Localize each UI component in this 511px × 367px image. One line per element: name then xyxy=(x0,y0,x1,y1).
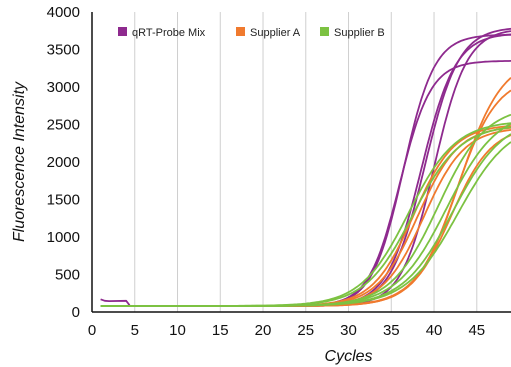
x-tick-label-45: 45 xyxy=(468,322,485,339)
curve-2-5 xyxy=(100,141,511,307)
legend-swatch-supplier-b xyxy=(320,27,329,36)
x-tick-label-5: 5 xyxy=(131,322,139,339)
y-tick-label-500: 500 xyxy=(55,267,80,284)
legend-label-supplier-a: Supplier A xyxy=(250,27,301,39)
legend-label-qrt-probe-mix: qRT-Probe Mix xyxy=(132,27,206,39)
x-tick-label-25: 25 xyxy=(297,322,314,339)
tick-labels: 0 5 10 15 20 25 30 35 40 45 0 500 1000 1500 2000 2500 30… xyxy=(47,4,486,339)
x-tick-label-30: 30 xyxy=(340,322,357,339)
y-tick-label-2000: 2000 xyxy=(47,154,80,171)
y-tick-label-3500: 3500 xyxy=(47,42,80,59)
series-lines xyxy=(100,27,511,307)
legend-swatch-qrt-probe-mix xyxy=(118,27,127,36)
grid-lines xyxy=(134,12,478,312)
x-tick-label-35: 35 xyxy=(383,322,400,339)
early-baseline-artifact xyxy=(100,298,131,306)
y-tick-label-1500: 1500 xyxy=(47,192,80,209)
x-tick-label-20: 20 xyxy=(255,322,272,339)
y-tick-label-0: 0 xyxy=(72,304,80,321)
y-tick-label-4000: 4000 xyxy=(47,4,80,21)
y-tick-label-1000: 1000 xyxy=(47,229,80,246)
series-supplier-b xyxy=(100,113,511,307)
x-tick-label-10: 10 xyxy=(169,322,186,339)
axes xyxy=(91,12,511,313)
y-tick-label-3000: 3000 xyxy=(47,79,80,96)
x-axis-title: Cycles xyxy=(325,348,373,365)
legend-swatch-supplier-a xyxy=(236,27,245,36)
x-tick-label-15: 15 xyxy=(212,322,229,339)
legend: qRT-Probe Mix Supplier A Supplier B xyxy=(118,27,385,39)
x-tick-label-0: 0 xyxy=(88,322,96,339)
x-tick-label-40: 40 xyxy=(426,322,443,339)
y-tick-label-2500: 2500 xyxy=(47,117,80,134)
y-axis-title: Fluorescence Intensity xyxy=(11,81,28,242)
legend-label-supplier-b: Supplier B xyxy=(334,27,385,39)
